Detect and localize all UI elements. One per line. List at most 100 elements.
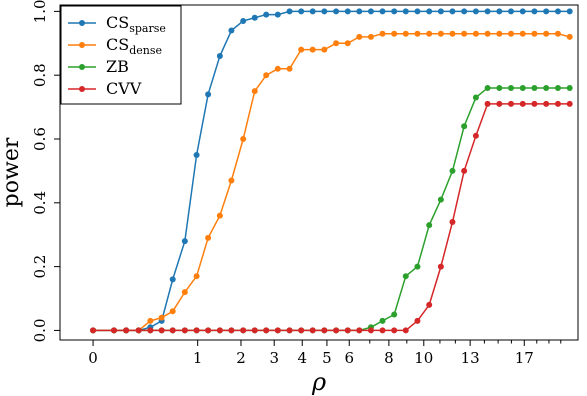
y-tick-label: 0.8 (31, 63, 49, 87)
data-point (508, 30, 515, 37)
legend-label: ZB (106, 57, 129, 76)
data-point (205, 327, 212, 334)
data-point (181, 327, 188, 334)
legend-entry: CVV (68, 79, 142, 98)
data-point (193, 151, 200, 158)
data-point (263, 11, 270, 18)
data-point (263, 327, 270, 334)
legend-entry: CSsparse (68, 13, 166, 35)
data-point (472, 30, 479, 37)
data-point (519, 8, 526, 15)
plot-frame (59, 4, 579, 341)
data-point (216, 53, 223, 60)
data-point (543, 8, 550, 15)
data-point (379, 30, 386, 37)
data-point (356, 33, 363, 40)
data-point (437, 30, 444, 37)
data-point (321, 327, 328, 334)
data-point (554, 84, 561, 91)
data-point (379, 317, 386, 324)
data-point (298, 8, 305, 15)
legend-marker (79, 20, 85, 26)
data-point (90, 327, 97, 334)
data-point (193, 273, 200, 280)
data-point (228, 327, 235, 334)
data-point (461, 167, 468, 174)
data-point (566, 8, 573, 15)
legend-label: CSdense (106, 35, 162, 57)
data-point (216, 212, 223, 219)
data-point (158, 327, 165, 334)
data-point (123, 327, 130, 334)
data-point (240, 136, 247, 142)
data-point (356, 327, 363, 334)
data-point (298, 327, 305, 334)
data-point (251, 327, 258, 334)
data-point (472, 94, 479, 101)
data-point (344, 327, 351, 334)
data-point (437, 263, 444, 270)
data-point (135, 327, 142, 334)
series-line (93, 103, 570, 332)
data-point (344, 8, 351, 15)
data-point (228, 177, 235, 184)
data-point (508, 100, 515, 107)
data-point (426, 8, 433, 15)
legend-entry: ZB (68, 57, 129, 76)
legend-entry: CSdense (68, 35, 162, 57)
data-point (414, 30, 421, 37)
data-point (333, 8, 340, 15)
y-axis: 0.0 0.2 0.4 0.6 0.8 1.0 (31, 0, 60, 342)
data-point (508, 8, 515, 15)
data-point (309, 46, 316, 53)
data-point (274, 65, 281, 72)
data-point (181, 289, 188, 296)
x-tick-label: 5 (322, 349, 332, 367)
data-point (333, 327, 340, 334)
data-point (496, 30, 503, 37)
x-tick-label: 8 (384, 349, 394, 367)
data-point (543, 84, 550, 91)
series-2 (90, 84, 573, 334)
data-point (356, 8, 363, 15)
data-point (531, 84, 538, 91)
data-point (333, 40, 340, 47)
data-point (554, 8, 561, 15)
data-point (193, 327, 200, 334)
data-point (391, 8, 398, 15)
data-point (484, 30, 491, 37)
x-tick-label: 1 (193, 349, 203, 367)
x-axis: 0 1 2 3 4 5 6 8 10 13 17 (88, 340, 562, 367)
data-point (566, 84, 573, 91)
data-point (461, 30, 468, 37)
data-point (554, 100, 561, 107)
data-point (554, 30, 561, 37)
data-point (391, 30, 398, 37)
y-tick-label: 0.2 (31, 255, 49, 279)
data-point (461, 8, 468, 15)
data-point (274, 327, 281, 334)
data-point (508, 84, 515, 91)
data-point (309, 327, 316, 334)
data-point (110, 327, 117, 334)
data-point (461, 123, 468, 130)
data-point (344, 40, 351, 47)
data-point (519, 30, 526, 37)
legend-label: CVV (106, 79, 142, 98)
data-point (496, 84, 503, 91)
data-point (205, 234, 212, 241)
x-tick-label: 3 (269, 349, 279, 367)
data-point (543, 30, 550, 37)
data-point (531, 100, 538, 107)
data-point (321, 46, 328, 53)
x-tick-label: 10 (414, 349, 433, 367)
data-point (566, 33, 573, 40)
data-point (286, 8, 293, 15)
data-point (379, 8, 386, 15)
y-axis-title: power (0, 137, 24, 207)
data-point (496, 100, 503, 107)
data-point (158, 314, 165, 321)
data-point (437, 8, 444, 15)
data-point (402, 327, 409, 334)
